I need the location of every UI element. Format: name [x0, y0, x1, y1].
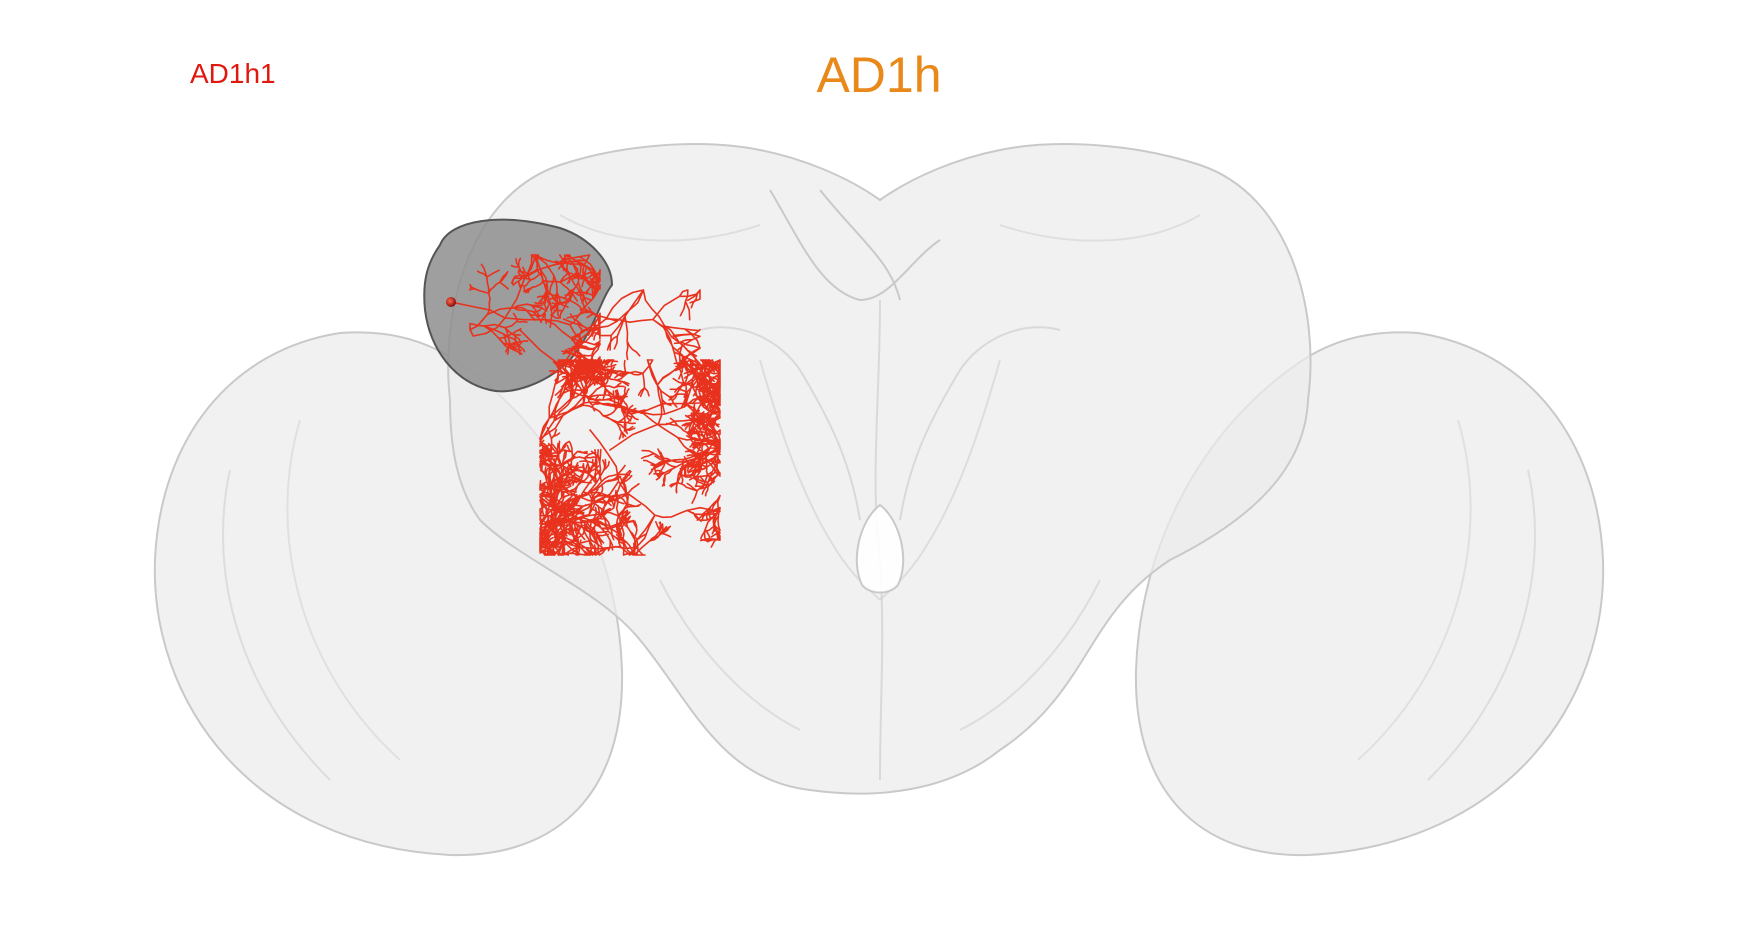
- neuron-soma: [446, 297, 456, 307]
- neuron-legend-label: AD1h1: [190, 58, 276, 89]
- neuron-branches: [450, 254, 721, 556]
- neuron-skeleton: [450, 254, 721, 556]
- brain-surface: [153, 143, 1605, 857]
- page-title: AD1h: [816, 47, 942, 103]
